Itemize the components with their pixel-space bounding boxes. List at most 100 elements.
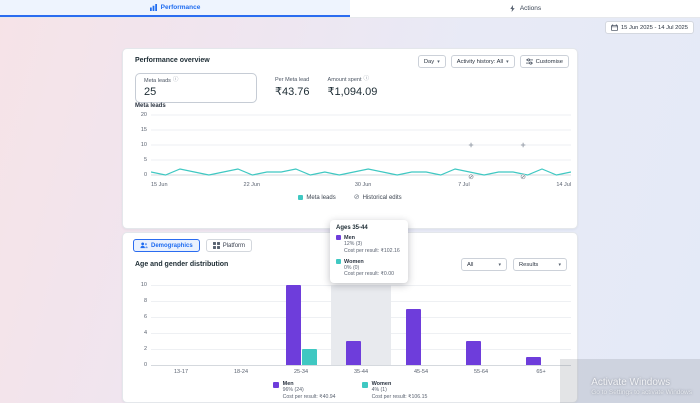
legend-women-share: 4% (1)	[371, 387, 387, 393]
breakdown-dropdown[interactable]: All ▾	[461, 258, 507, 271]
legend-women-cost: Cost per result: ₹106.15	[371, 393, 428, 400]
metric-amount-spent[interactable]: Amount spent ⓘ ₹1,094.09	[328, 73, 378, 103]
top-nav: Performance Actions	[0, 0, 700, 18]
activity-history-dropdown[interactable]: Activity history: All ▾	[450, 55, 515, 68]
metric-cards: Meta leads ⓘ 25 Per Meta lead ₹43.76 Amo…	[135, 73, 377, 103]
customise-button[interactable]: Customise	[519, 55, 569, 68]
x-axis-label: 18-24	[233, 369, 249, 375]
y-axis-label: 15	[140, 126, 147, 133]
bar-women-25-34[interactable]	[301, 349, 317, 365]
metric-label: Amount spent	[327, 77, 362, 83]
tab-performance[interactable]: Performance	[0, 0, 350, 17]
bar-men-45-54[interactable]	[405, 309, 421, 365]
date-range-button[interactable]: 15 Jun 2025 - 14 Jul 2025	[604, 21, 694, 34]
y-axis-label: 4	[143, 330, 147, 336]
tooltip-men-name: Men	[344, 235, 355, 241]
tab-performance-label: Performance	[160, 4, 201, 11]
x-axis-label: 65+	[536, 369, 546, 375]
results-dropdown-label: Results	[519, 261, 539, 268]
bar-group-35-44[interactable]	[331, 285, 391, 365]
bar-group-45-54[interactable]	[391, 285, 451, 365]
tooltip-row-women: Women 0% (0) Cost per result: ₹0.00	[336, 258, 402, 279]
age-gender-bar-chart	[151, 285, 571, 366]
legend-meta-leads-label: Meta leads	[306, 194, 336, 201]
bar-men-55-64[interactable]	[465, 341, 481, 365]
performance-chart-icon	[149, 4, 157, 11]
bar-group-25-34[interactable]	[271, 285, 331, 365]
metric-value: ₹1,094.09	[327, 86, 378, 98]
demographics-filters: All ▾ Results ▾	[461, 258, 567, 271]
date-range-label: 15 Jun 2025 - 14 Jul 2025	[620, 24, 688, 31]
tab-platform[interactable]: Platform	[205, 239, 253, 252]
legend-men-label: Men	[282, 381, 294, 387]
bar-chart-groups	[151, 285, 571, 365]
bar-chart-y-axis: 0 2 4 6 8 10	[127, 282, 147, 368]
y-axis-label: 0	[143, 171, 147, 178]
chart-tooltip: Ages 35-44 Men 12% (3) Cost per result: …	[330, 220, 408, 283]
tooltip-title: Ages 35-44	[336, 225, 368, 231]
x-axis-label: 14 Jul	[556, 182, 571, 188]
day-dropdown-label: Day	[423, 58, 435, 65]
metric-meta-leads[interactable]: Meta leads ⓘ 25	[135, 73, 257, 103]
historical-edit-marker	[468, 142, 474, 148]
metric-per-meta-lead[interactable]: Per Meta lead ₹43.76	[275, 73, 310, 103]
tooltip-row-men: Men 12% (3) Cost per result: ₹102.16	[336, 235, 402, 255]
windows-activation-watermark: Activate Windows Go to Settings to activ…	[591, 377, 692, 396]
people-icon	[140, 242, 148, 249]
chevron-down-icon: ▾	[558, 261, 561, 268]
info-icon[interactable]: ⓘ	[363, 76, 369, 83]
bar-men-35-44[interactable]	[345, 341, 361, 365]
info-icon[interactable]: ⓘ	[172, 77, 179, 84]
line-chart-legend: Meta leads ⊘ Historical edits	[123, 194, 577, 201]
legend-women-label: Women	[371, 381, 392, 387]
bar-chart-legend: Men 96% (24) Cost per result: ₹40.94 Wom…	[123, 381, 577, 401]
bar-group-55-64[interactable]	[451, 285, 511, 365]
bar-men-25-34[interactable]	[285, 285, 301, 365]
day-dropdown[interactable]: Day ▾	[417, 55, 446, 68]
x-axis-label: 7 Jul	[458, 182, 470, 188]
legend-historical-edits: ⊘ Historical edits	[354, 194, 402, 201]
y-axis-label: 10	[140, 282, 147, 288]
women-color-swatch	[336, 258, 341, 264]
x-axis-label: 15 Jun	[151, 182, 168, 188]
legend-historical-edits-label: Historical edits	[362, 194, 402, 201]
tab-actions-label: Actions	[519, 5, 542, 12]
sliders-icon	[525, 58, 533, 65]
corner-shade	[560, 359, 700, 403]
bar-group-65+[interactable]	[511, 285, 571, 365]
x-axis-label: 22 Jun	[243, 182, 261, 188]
x-axis-label: 55-64	[473, 369, 489, 375]
line-chart-title: Meta leads	[135, 103, 166, 109]
gridline	[151, 365, 571, 366]
tooltip-women-cost: Cost per result: ₹0.00	[344, 271, 395, 278]
breakdown-dropdown-label: All	[467, 261, 474, 268]
performance-controls: Day ▾ Activity history: All ▾ Customise	[417, 55, 569, 68]
watermark-line2: Go to Settings to activate Windows	[591, 389, 692, 396]
bar-chart-x-axis: 13-17 18-24 25-34 35-44 45-54 55-64 65+	[151, 369, 571, 375]
metric-value: ₹43.76	[275, 86, 310, 98]
chevron-down-icon: ▾	[498, 261, 501, 268]
tab-actions[interactable]: Actions	[350, 0, 700, 17]
activity-history-label: Activity history: All	[456, 58, 504, 65]
y-axis-label: 6	[143, 314, 147, 320]
legend-women: Women 4% (1) Cost per result: ₹106.15	[361, 381, 428, 401]
tooltip-women-share: 0% (0)	[344, 264, 360, 271]
line-chart-y-axis: 0 5 10 15 20	[127, 111, 147, 178]
bar-group-18-24[interactable]	[211, 285, 271, 365]
meta-leads-swatch	[298, 195, 304, 200]
performance-overview-card: Performance overview Day ▾ Activity hist…	[122, 48, 578, 229]
bar-men-65+[interactable]	[525, 357, 541, 365]
y-axis-label: 8	[143, 298, 147, 304]
y-axis-label: 20	[140, 111, 147, 118]
tab-demographics[interactable]: Demographics	[133, 239, 200, 252]
x-axis-label: 25-34	[293, 369, 309, 375]
actions-bolt-icon	[509, 5, 516, 12]
line-chart-x-axis: 15 Jun 22 Jun 30 Jun 7 Jul 14 Jul	[151, 182, 571, 190]
results-dropdown[interactable]: Results ▾	[513, 258, 567, 271]
metric-value: 25	[144, 86, 157, 98]
legend-men-share: 96% (24)	[282, 387, 304, 393]
chevron-down-icon: ▾	[506, 58, 509, 65]
bar-group-13-17[interactable]	[151, 285, 211, 365]
men-color-swatch	[336, 235, 341, 240]
x-axis-label: 30 Jun	[354, 182, 372, 188]
